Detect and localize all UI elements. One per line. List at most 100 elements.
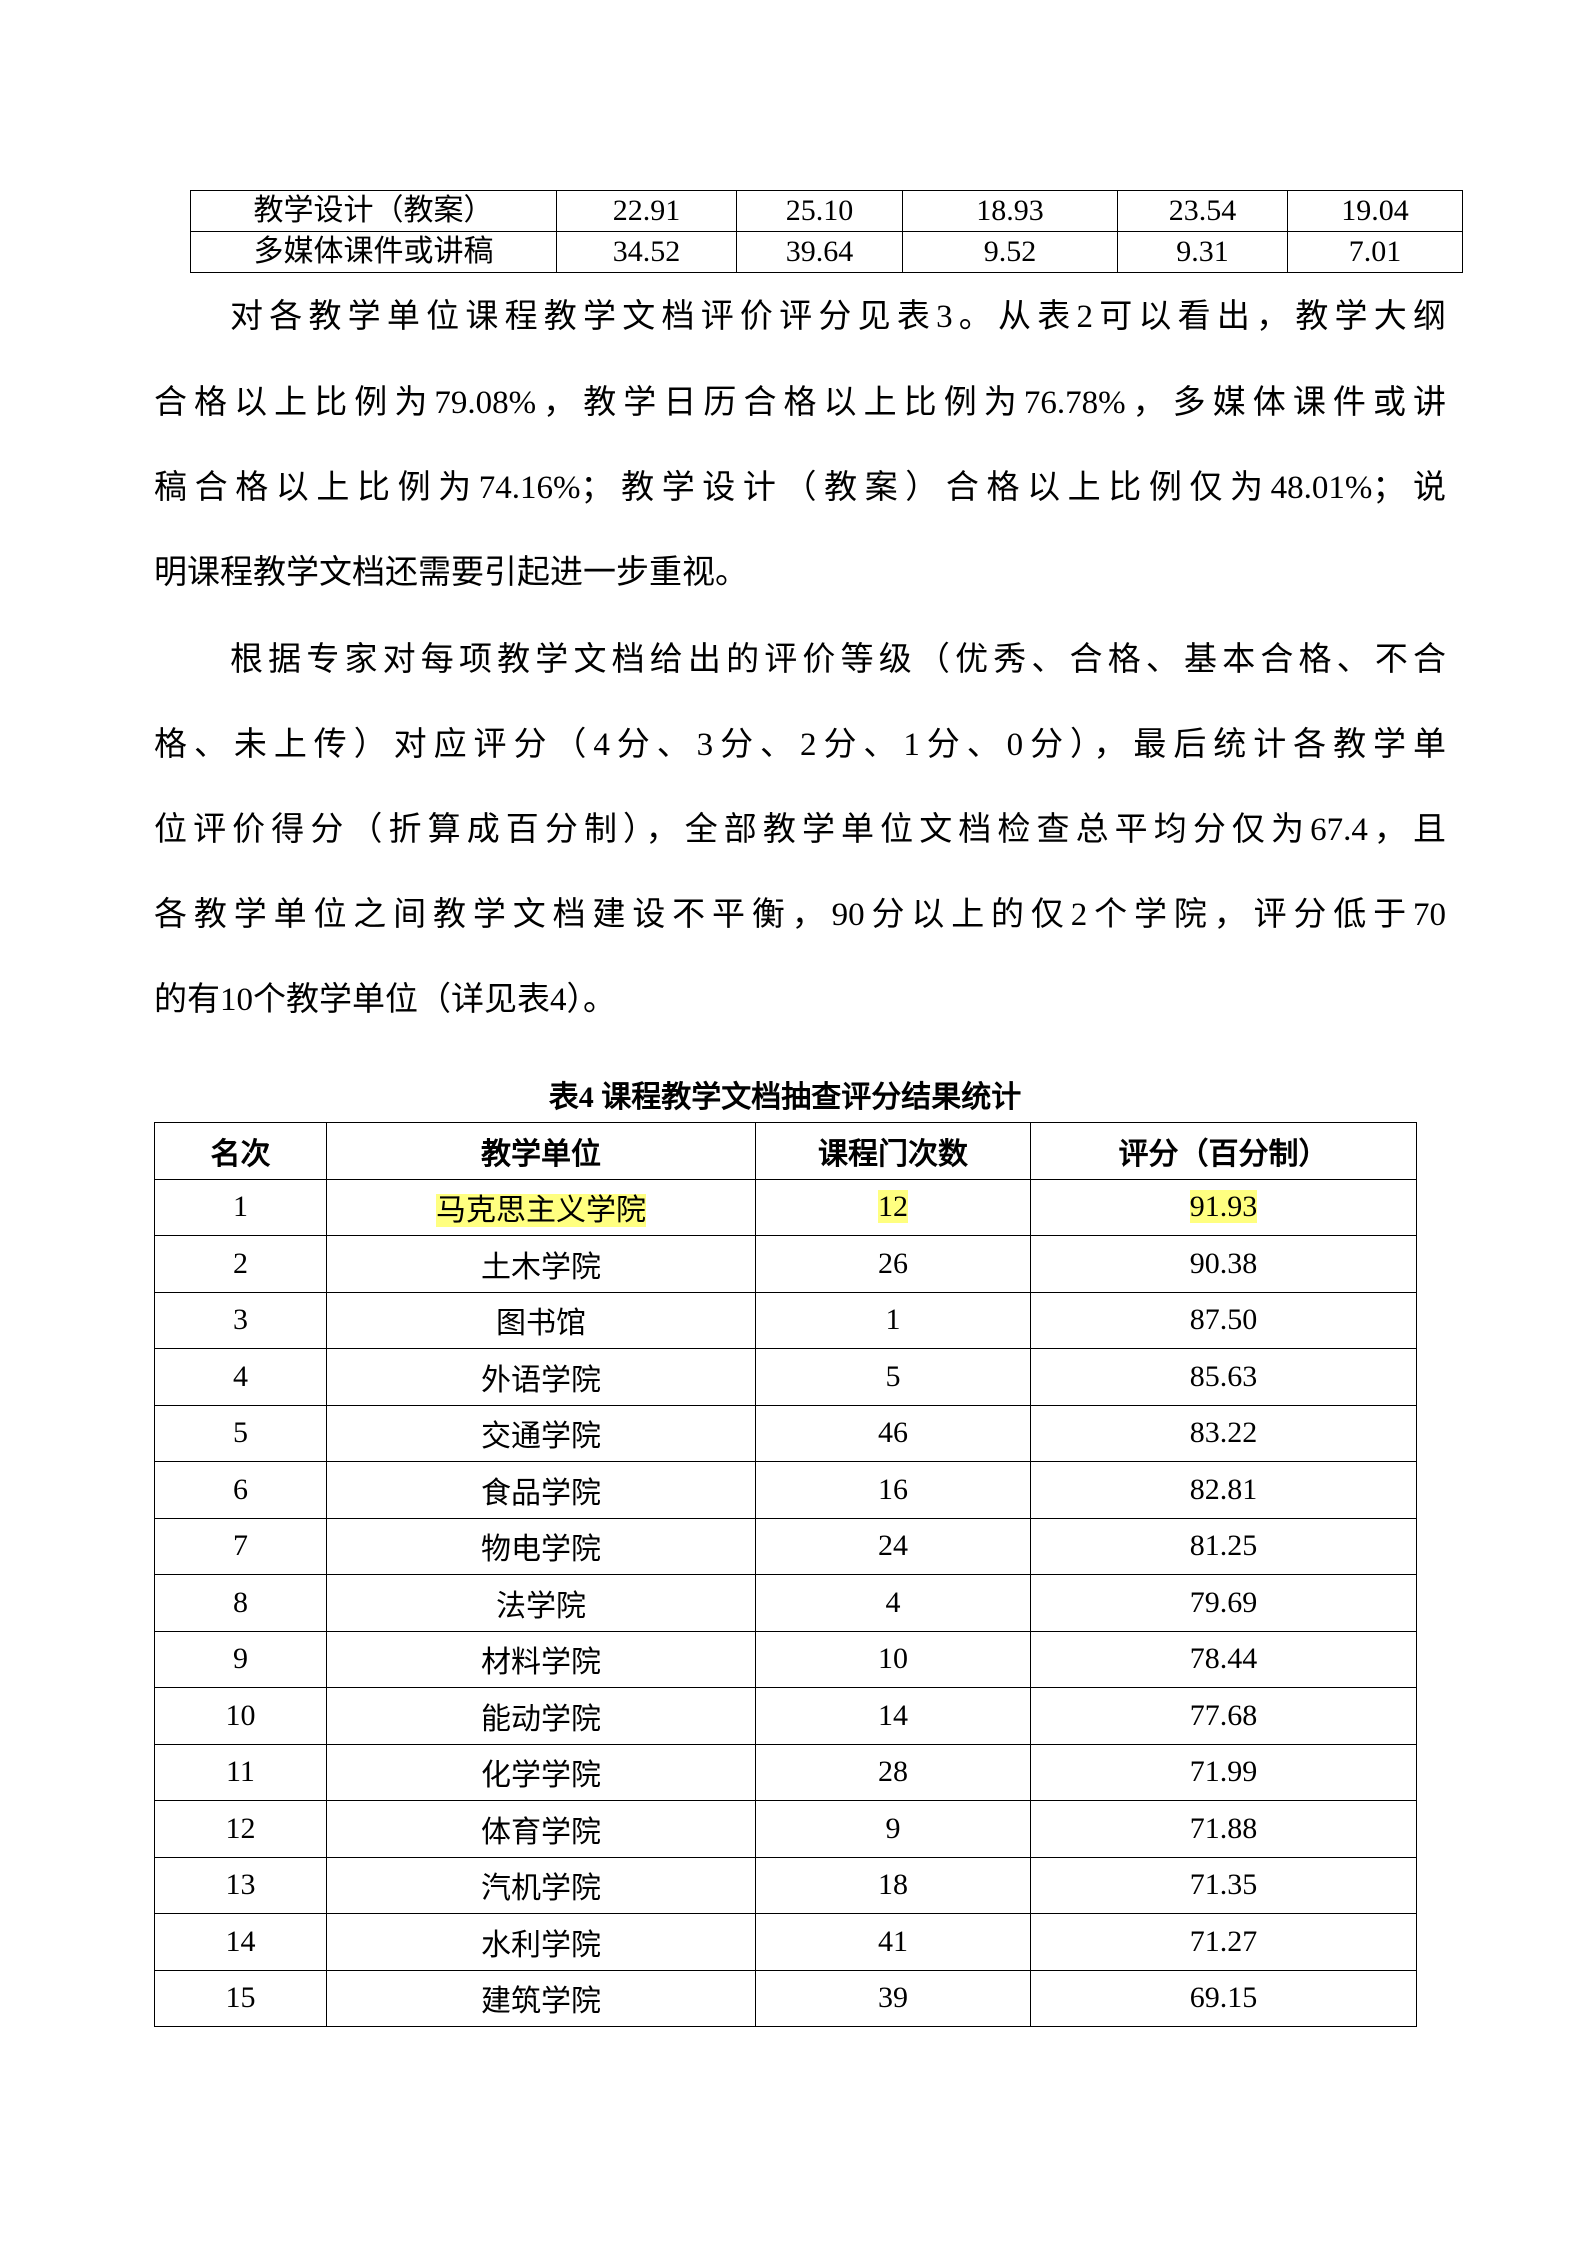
cell-unit: 食品学院 [326,1461,756,1519]
score-text: 71.27 [1189,1924,1258,1958]
cell-rank: 7 [154,1517,327,1575]
cell-course-count: 12 [755,1178,1031,1236]
cell-value: 19.04 [1287,190,1463,232]
cell-score: 81.25 [1030,1517,1417,1575]
course-count-text: 28 [878,1755,908,1789]
score-text: 85.63 [1189,1359,1258,1393]
course-count-text: 18 [878,1868,908,1902]
unit-text: 物电学院 [481,1533,601,1567]
cell-score: 71.88 [1030,1800,1417,1858]
table-row: 2 土木学院 26 90.38 [154,1235,1417,1293]
cell-score: 83.22 [1030,1404,1417,1462]
rank-text: 1 [233,1190,248,1224]
cell-course-count: 24 [755,1517,1031,1575]
cell-value: 7.01 [1287,231,1463,273]
text-line: 明课程教学文档还需要引起进一步重视。 [154,555,748,591]
cell-score: 85.63 [1030,1348,1417,1406]
table-row: 6 食品学院 16 82.81 [154,1461,1417,1519]
unit-text: 马克思主义学院 [436,1194,646,1228]
cell-unit: 汽机学院 [326,1856,756,1914]
course-count-text: 1 [885,1303,901,1337]
cell-rank: 2 [154,1235,327,1293]
unit-text: 汽机学院 [481,1872,601,1906]
cell-unit: 交通学院 [326,1404,756,1462]
rank-text: 4 [233,1359,248,1393]
unit-text: 交通学院 [481,1420,601,1454]
score-text: 83.22 [1189,1416,1258,1450]
cell-rank: 10 [154,1687,327,1745]
row-label: 多媒体课件或讲稿 [190,231,557,273]
cell-rank: 1 [154,1178,327,1236]
cell-score: 69.15 [1030,1969,1417,2027]
cell-value: 39.64 [736,231,903,273]
cell-unit: 能动学院 [326,1687,756,1745]
cell-rank: 11 [154,1743,327,1801]
rank-text: 15 [225,1981,256,2015]
course-count-text: 41 [878,1924,908,1958]
cell-course-count: 14 [755,1687,1031,1745]
cell-value: 34.52 [556,231,737,273]
score-text: 81.25 [1189,1529,1258,1563]
text-line: 位评价得分（折算成百分制），全部教学单位文档检查总平均分仅为67.4，且 [154,812,1446,848]
cell-rank: 12 [154,1800,327,1858]
cell-score: 77.68 [1030,1687,1417,1745]
text-line: 各教学单位之间教学文档建设不平衡，90分以上的仅2个学院，评分低于70 [154,897,1446,933]
course-count-text: 12 [878,1190,908,1224]
rank-text: 2 [233,1246,248,1280]
cell-course-count: 5 [755,1348,1031,1406]
cell-score: 79.69 [1030,1574,1417,1632]
cell-unit: 法学院 [326,1574,756,1632]
rank-text: 11 [226,1755,255,1789]
cell-value: 9.52 [902,231,1118,273]
table-row: 9 材料学院 10 78.44 [154,1630,1417,1688]
cell-value: 22.91 [556,190,737,232]
cell-course-count: 1 [755,1291,1031,1349]
table-row: 12 体育学院 9 71.88 [154,1800,1417,1858]
cell-value: 9.31 [1117,231,1288,273]
cell-unit: 化学学院 [326,1743,756,1801]
cell-score: 87.50 [1030,1291,1417,1349]
table-row: 7 物电学院 24 81.25 [154,1517,1417,1575]
cell-score: 71.35 [1030,1856,1417,1914]
score-text: 71.99 [1189,1755,1258,1789]
table-row: 10 能动学院 14 77.68 [154,1687,1417,1745]
cell-rank: 3 [154,1291,327,1349]
row-label: 教学设计（教案） [190,190,557,232]
text-line: 对各教学单位课程教学文档评价评分见表3。从表2可以看出，教学大纲 [230,299,1446,335]
cell-course-count: 41 [755,1913,1031,1971]
cell-score: 90.38 [1030,1235,1417,1293]
header-score: 评分（百分制） [1030,1122,1417,1180]
cell-score: 71.27 [1030,1913,1417,1971]
rank-text: 6 [233,1472,248,1506]
cell-rank: 13 [154,1856,327,1914]
header-course-count: 课程门次数 [755,1122,1031,1180]
unit-text: 材料学院 [481,1646,601,1680]
score-text: 82.81 [1189,1472,1258,1506]
rank-text: 13 [225,1868,256,1902]
unit-text: 食品学院 [481,1476,601,1510]
cell-value: 25.10 [736,190,903,232]
cell-course-count: 16 [755,1461,1031,1519]
cell-unit: 马克思主义学院 [326,1178,756,1236]
table-row: 4 外语学院 5 85.63 [154,1348,1417,1406]
unit-text: 土木学院 [481,1250,601,1284]
course-count-text: 4 [885,1585,901,1619]
unit-text: 法学院 [496,1589,586,1623]
unit-text: 化学学院 [481,1759,601,1793]
cell-course-count: 46 [755,1404,1031,1462]
header-unit: 教学单位 [326,1122,756,1180]
table-4: 名次 教学单位 课程门次数 评分（百分制） 1 马克思主义学院 12 91.93 2 土木… [154,1122,1417,2027]
unit-text: 能动学院 [481,1702,601,1736]
score-text: 78.44 [1189,1642,1258,1676]
rank-text: 5 [233,1416,248,1450]
cell-score: 82.81 [1030,1461,1417,1519]
cell-unit: 土木学院 [326,1235,756,1293]
header-rank: 名次 [154,1122,327,1180]
cell-course-count: 4 [755,1574,1031,1632]
score-text: 77.68 [1189,1698,1258,1732]
rank-text: 12 [225,1811,256,1845]
cell-rank: 15 [154,1969,327,2027]
cell-rank: 14 [154,1913,327,1971]
text-line: 的有10个教学单位（详见表4）。 [154,982,616,1018]
table-header-row: 名次 教学单位 课程门次数 评分（百分制） [154,1122,1417,1180]
